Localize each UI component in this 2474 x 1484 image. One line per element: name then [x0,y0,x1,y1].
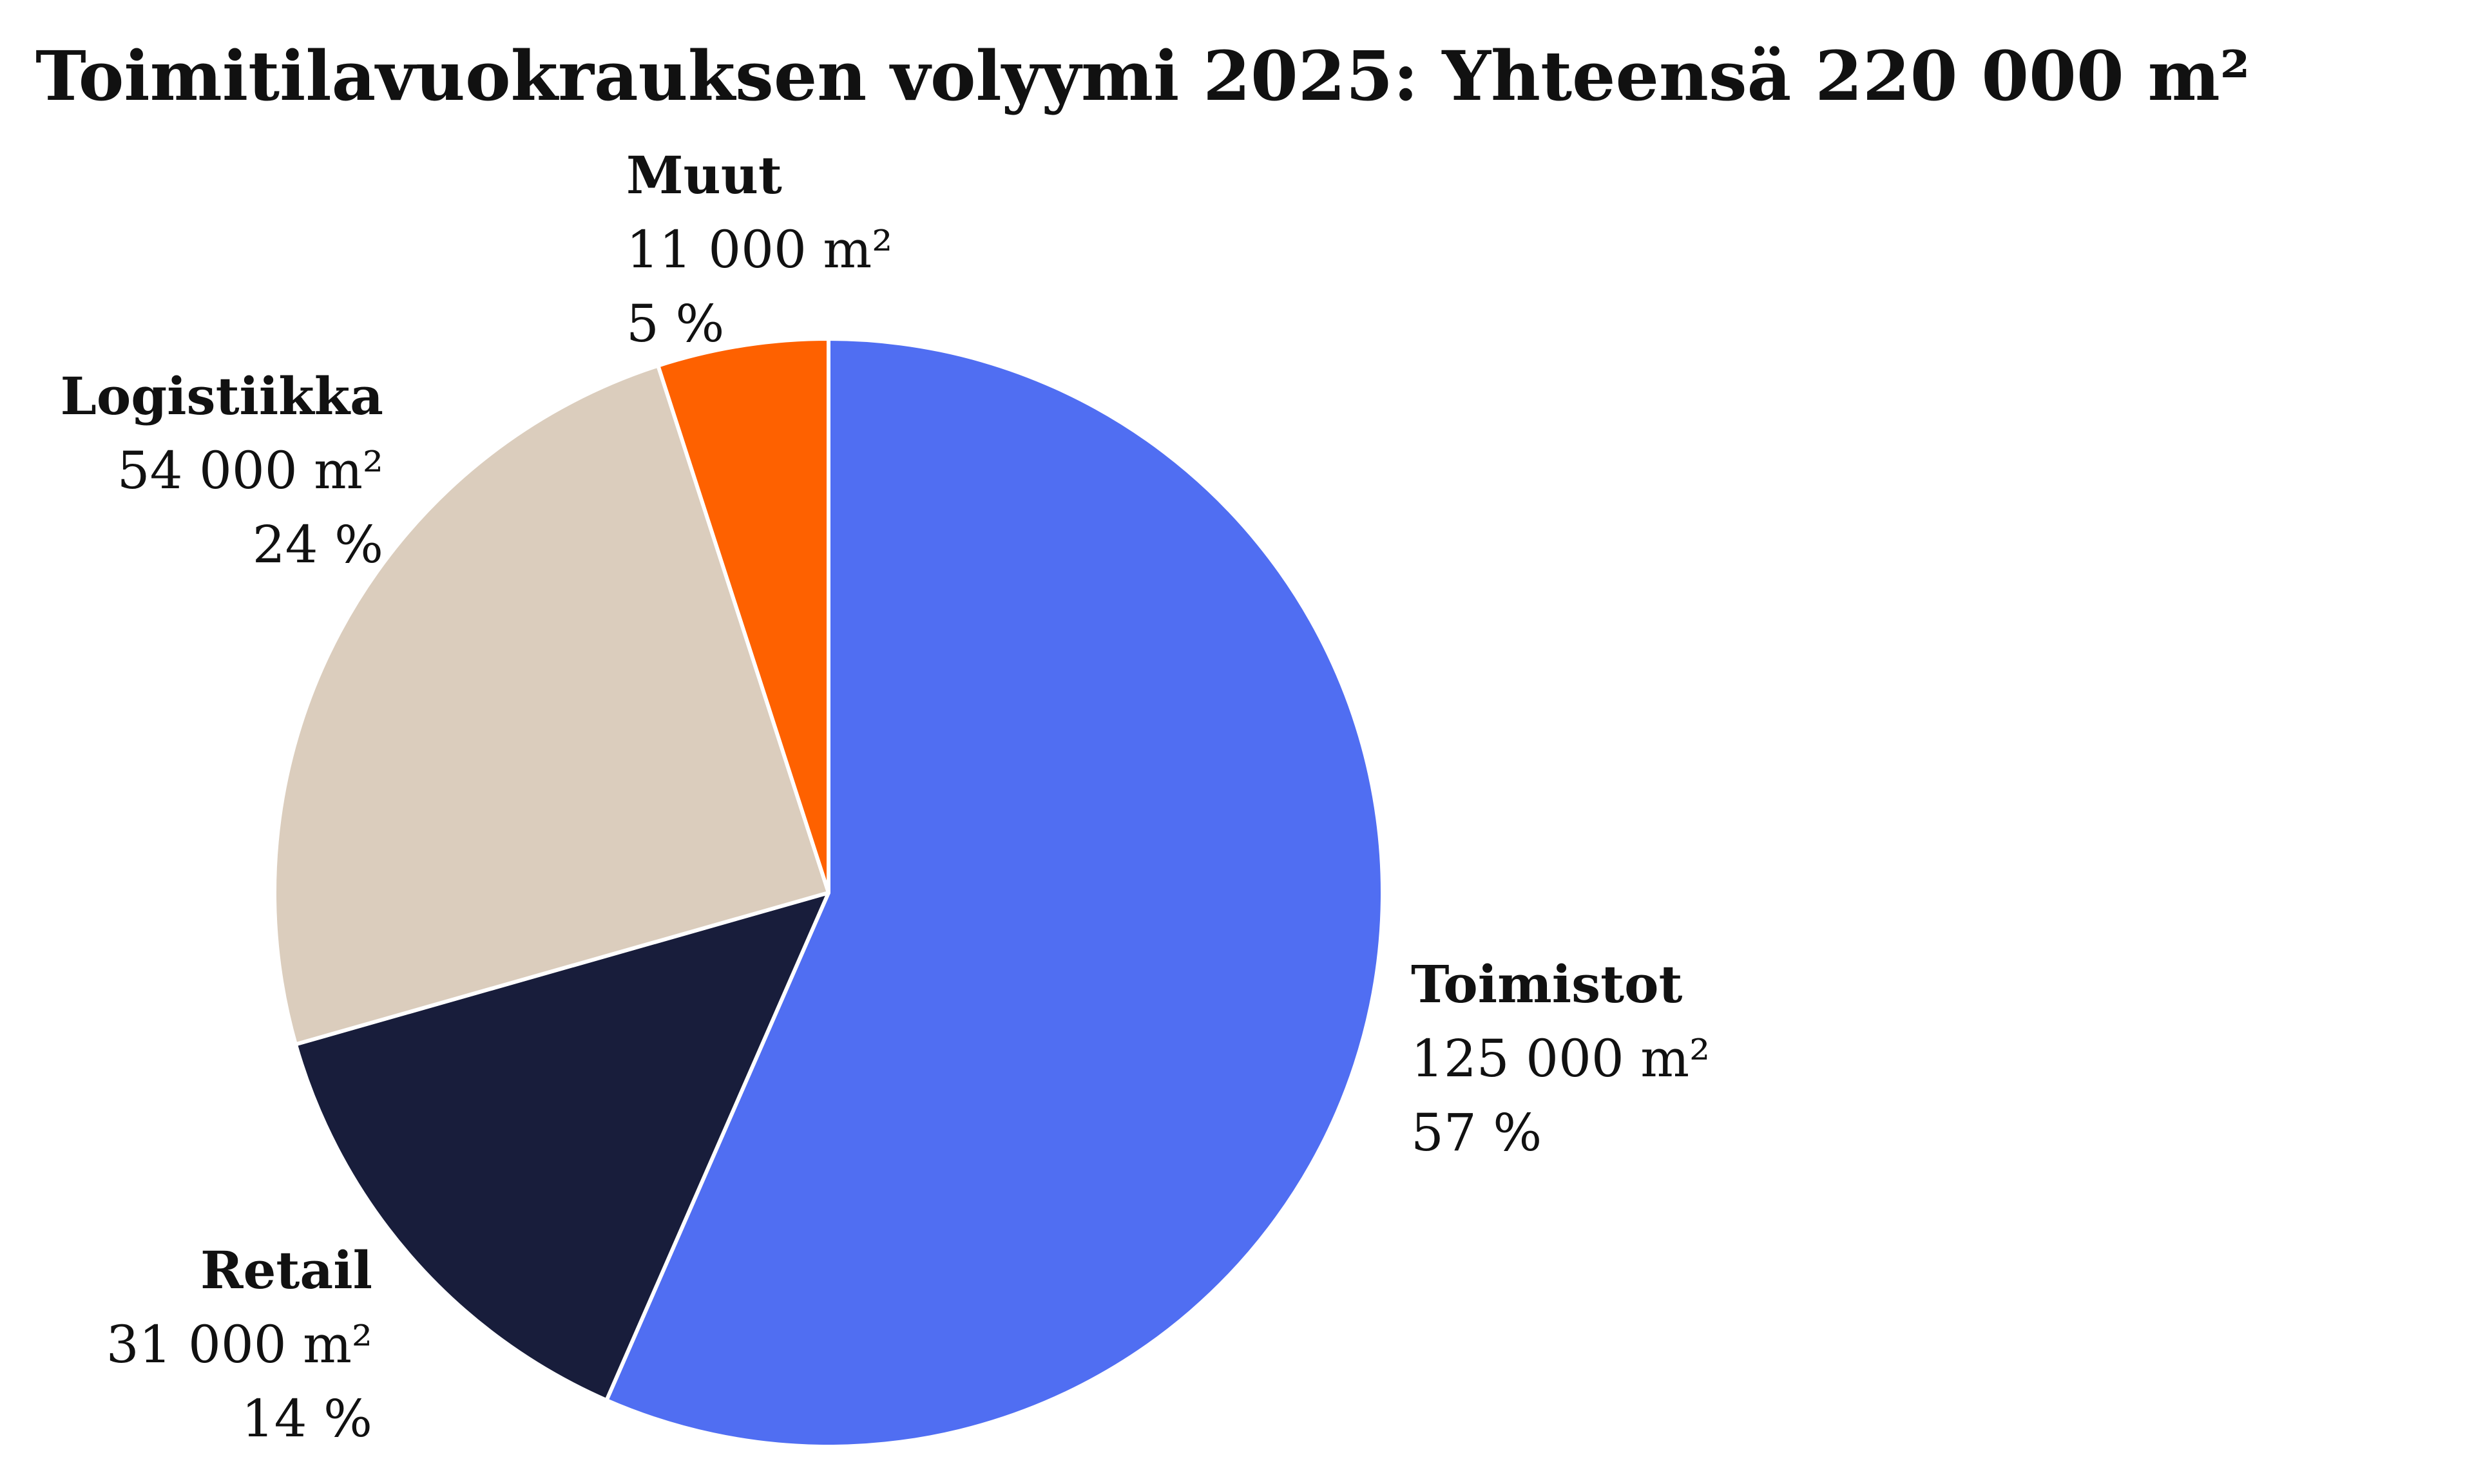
slice-percent-text-logistiikka: 24 % [253,515,383,575]
pie-slices [273,337,1385,1449]
slice-value-text-toimistot: 125 000 m² [1411,1029,1710,1089]
pie-slice-retail [293,891,830,1402]
slice-value-text-logistiikka: 54 000 m² [117,441,383,500]
slice-label-logistiikka: Logistiikka [61,366,383,426]
slice-percent-text-toimistot: 57 % [1411,1103,1542,1163]
chart-title: Toimitilavuokrauksen volyymi 2025: Yhtee… [35,35,2250,116]
slice-label-toimistot: Toimistot [1411,954,1682,1014]
slice-percent-text-muut: 5 % [626,294,724,354]
pie-slice-muut [656,337,830,895]
slice-labels: Toimistot 125 000 m² 57 % Retail 31 000 m² 14… [61,145,1711,1449]
slice-value-text-retail: 31 000 m² [106,1315,372,1375]
slice-value-text-muut: 11 000 m² [626,220,892,280]
pie-slice-logistiikka [273,363,830,1047]
slice-percent-text-retail: 14 % [242,1389,372,1449]
slice-label-retail: Retail [200,1240,372,1300]
pie-slice-toimistot [604,337,1385,1449]
slice-label-muut: Muut [626,145,782,205]
